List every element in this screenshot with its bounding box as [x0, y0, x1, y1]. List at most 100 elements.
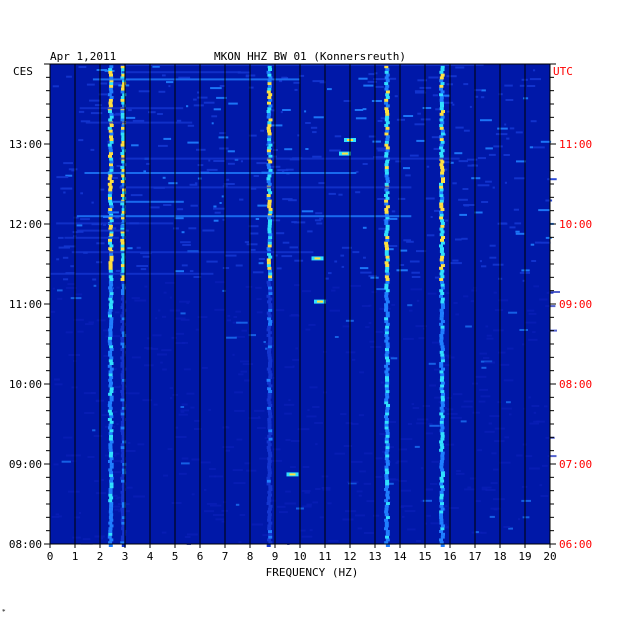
band-segment — [439, 135, 444, 139]
noise-speck — [371, 100, 382, 102]
noise-speck — [302, 505, 312, 508]
band-segment — [384, 118, 389, 122]
noise-speck — [246, 243, 258, 246]
band-segment — [440, 434, 445, 438]
band-segment — [267, 434, 272, 438]
noise-speck — [448, 507, 459, 509]
noise-speck — [430, 216, 433, 218]
band-segment — [109, 135, 113, 139]
band-segment — [108, 241, 112, 245]
noise-speck — [528, 312, 537, 315]
noise-speck — [441, 526, 449, 529]
noise-speck — [529, 467, 540, 470]
band-segment — [267, 140, 272, 144]
noise-speck — [169, 296, 172, 299]
noise-speck — [125, 116, 136, 119]
band-segment — [109, 325, 113, 329]
band-segment — [120, 115, 125, 119]
noise-speck — [508, 311, 518, 314]
x-tick-label: 18 — [493, 550, 506, 563]
noise-speck — [499, 222, 507, 225]
band-segment — [108, 297, 113, 301]
band-segment — [109, 504, 114, 508]
band-segment — [108, 331, 113, 335]
band-segment — [266, 90, 271, 94]
noise-speck — [308, 323, 316, 326]
noise-speck — [222, 289, 226, 292]
noise-speck — [509, 413, 512, 416]
noise-speck — [406, 240, 414, 243]
band-segment — [385, 490, 390, 494]
noise-speck — [461, 405, 473, 408]
band-segment — [384, 252, 389, 256]
noise-speck — [398, 480, 407, 482]
band-segment — [440, 468, 445, 472]
band-segment — [120, 409, 125, 413]
band-segment — [266, 311, 271, 315]
band-segment — [120, 202, 125, 206]
band-segment — [385, 73, 390, 77]
band-segment — [121, 359, 126, 363]
noise-speck — [334, 452, 346, 455]
noise-speck — [213, 205, 217, 208]
noise-speck — [245, 285, 253, 288]
noise-speck — [485, 489, 496, 491]
band-segment — [384, 426, 389, 430]
band-segment — [267, 471, 272, 475]
noise-speck — [463, 295, 469, 298]
band-segment — [267, 73, 272, 77]
noise-speck — [280, 111, 283, 114]
band-segment — [267, 146, 272, 150]
band-segment — [109, 157, 114, 161]
band-segment — [109, 356, 114, 360]
noise-speck — [433, 368, 445, 371]
band-segment — [108, 275, 113, 279]
band-segment — [439, 440, 444, 444]
noise-speck — [269, 109, 276, 112]
noise-speck — [114, 508, 124, 511]
noise-speck — [478, 400, 486, 403]
noise-speck — [355, 191, 361, 194]
band-segment — [121, 370, 126, 374]
noise-speck — [515, 230, 520, 233]
band-segment — [384, 401, 389, 405]
noise-speck — [372, 140, 381, 143]
noise-speck — [58, 246, 70, 249]
band-segment — [120, 90, 125, 94]
band-segment — [109, 462, 114, 466]
band-segment — [439, 152, 444, 155]
noise-speck — [224, 449, 231, 452]
noise-speck — [68, 354, 80, 356]
noise-speck — [329, 149, 341, 152]
band-segment — [385, 79, 390, 83]
band-segment — [109, 479, 113, 483]
band-segment — [122, 79, 126, 83]
band-segment — [441, 532, 445, 536]
band-segment — [108, 208, 113, 211]
band-segment — [109, 152, 113, 155]
band-segment — [384, 292, 389, 295]
band-segment — [267, 266, 272, 270]
noise-speck — [68, 490, 80, 493]
band-segment — [109, 180, 114, 183]
noise-speck — [548, 291, 560, 293]
band-segment — [108, 448, 113, 452]
band-segment — [122, 93, 127, 97]
noise-speck — [504, 181, 507, 184]
band-segment — [267, 107, 272, 111]
band-segment — [440, 82, 445, 85]
noise-speck — [452, 259, 459, 262]
band-segment — [385, 362, 390, 365]
band-segment — [266, 115, 271, 119]
noise-speck — [86, 83, 95, 86]
noise-speck — [539, 484, 543, 487]
band-segment — [440, 524, 445, 528]
band-segment — [439, 250, 444, 253]
band-segment — [384, 339, 389, 343]
band-segment — [440, 404, 445, 407]
noise-speck — [358, 414, 365, 417]
noise-speck — [363, 452, 373, 455]
band-segment — [268, 485, 273, 489]
band-segment — [108, 118, 113, 122]
noise-speck — [110, 494, 118, 497]
